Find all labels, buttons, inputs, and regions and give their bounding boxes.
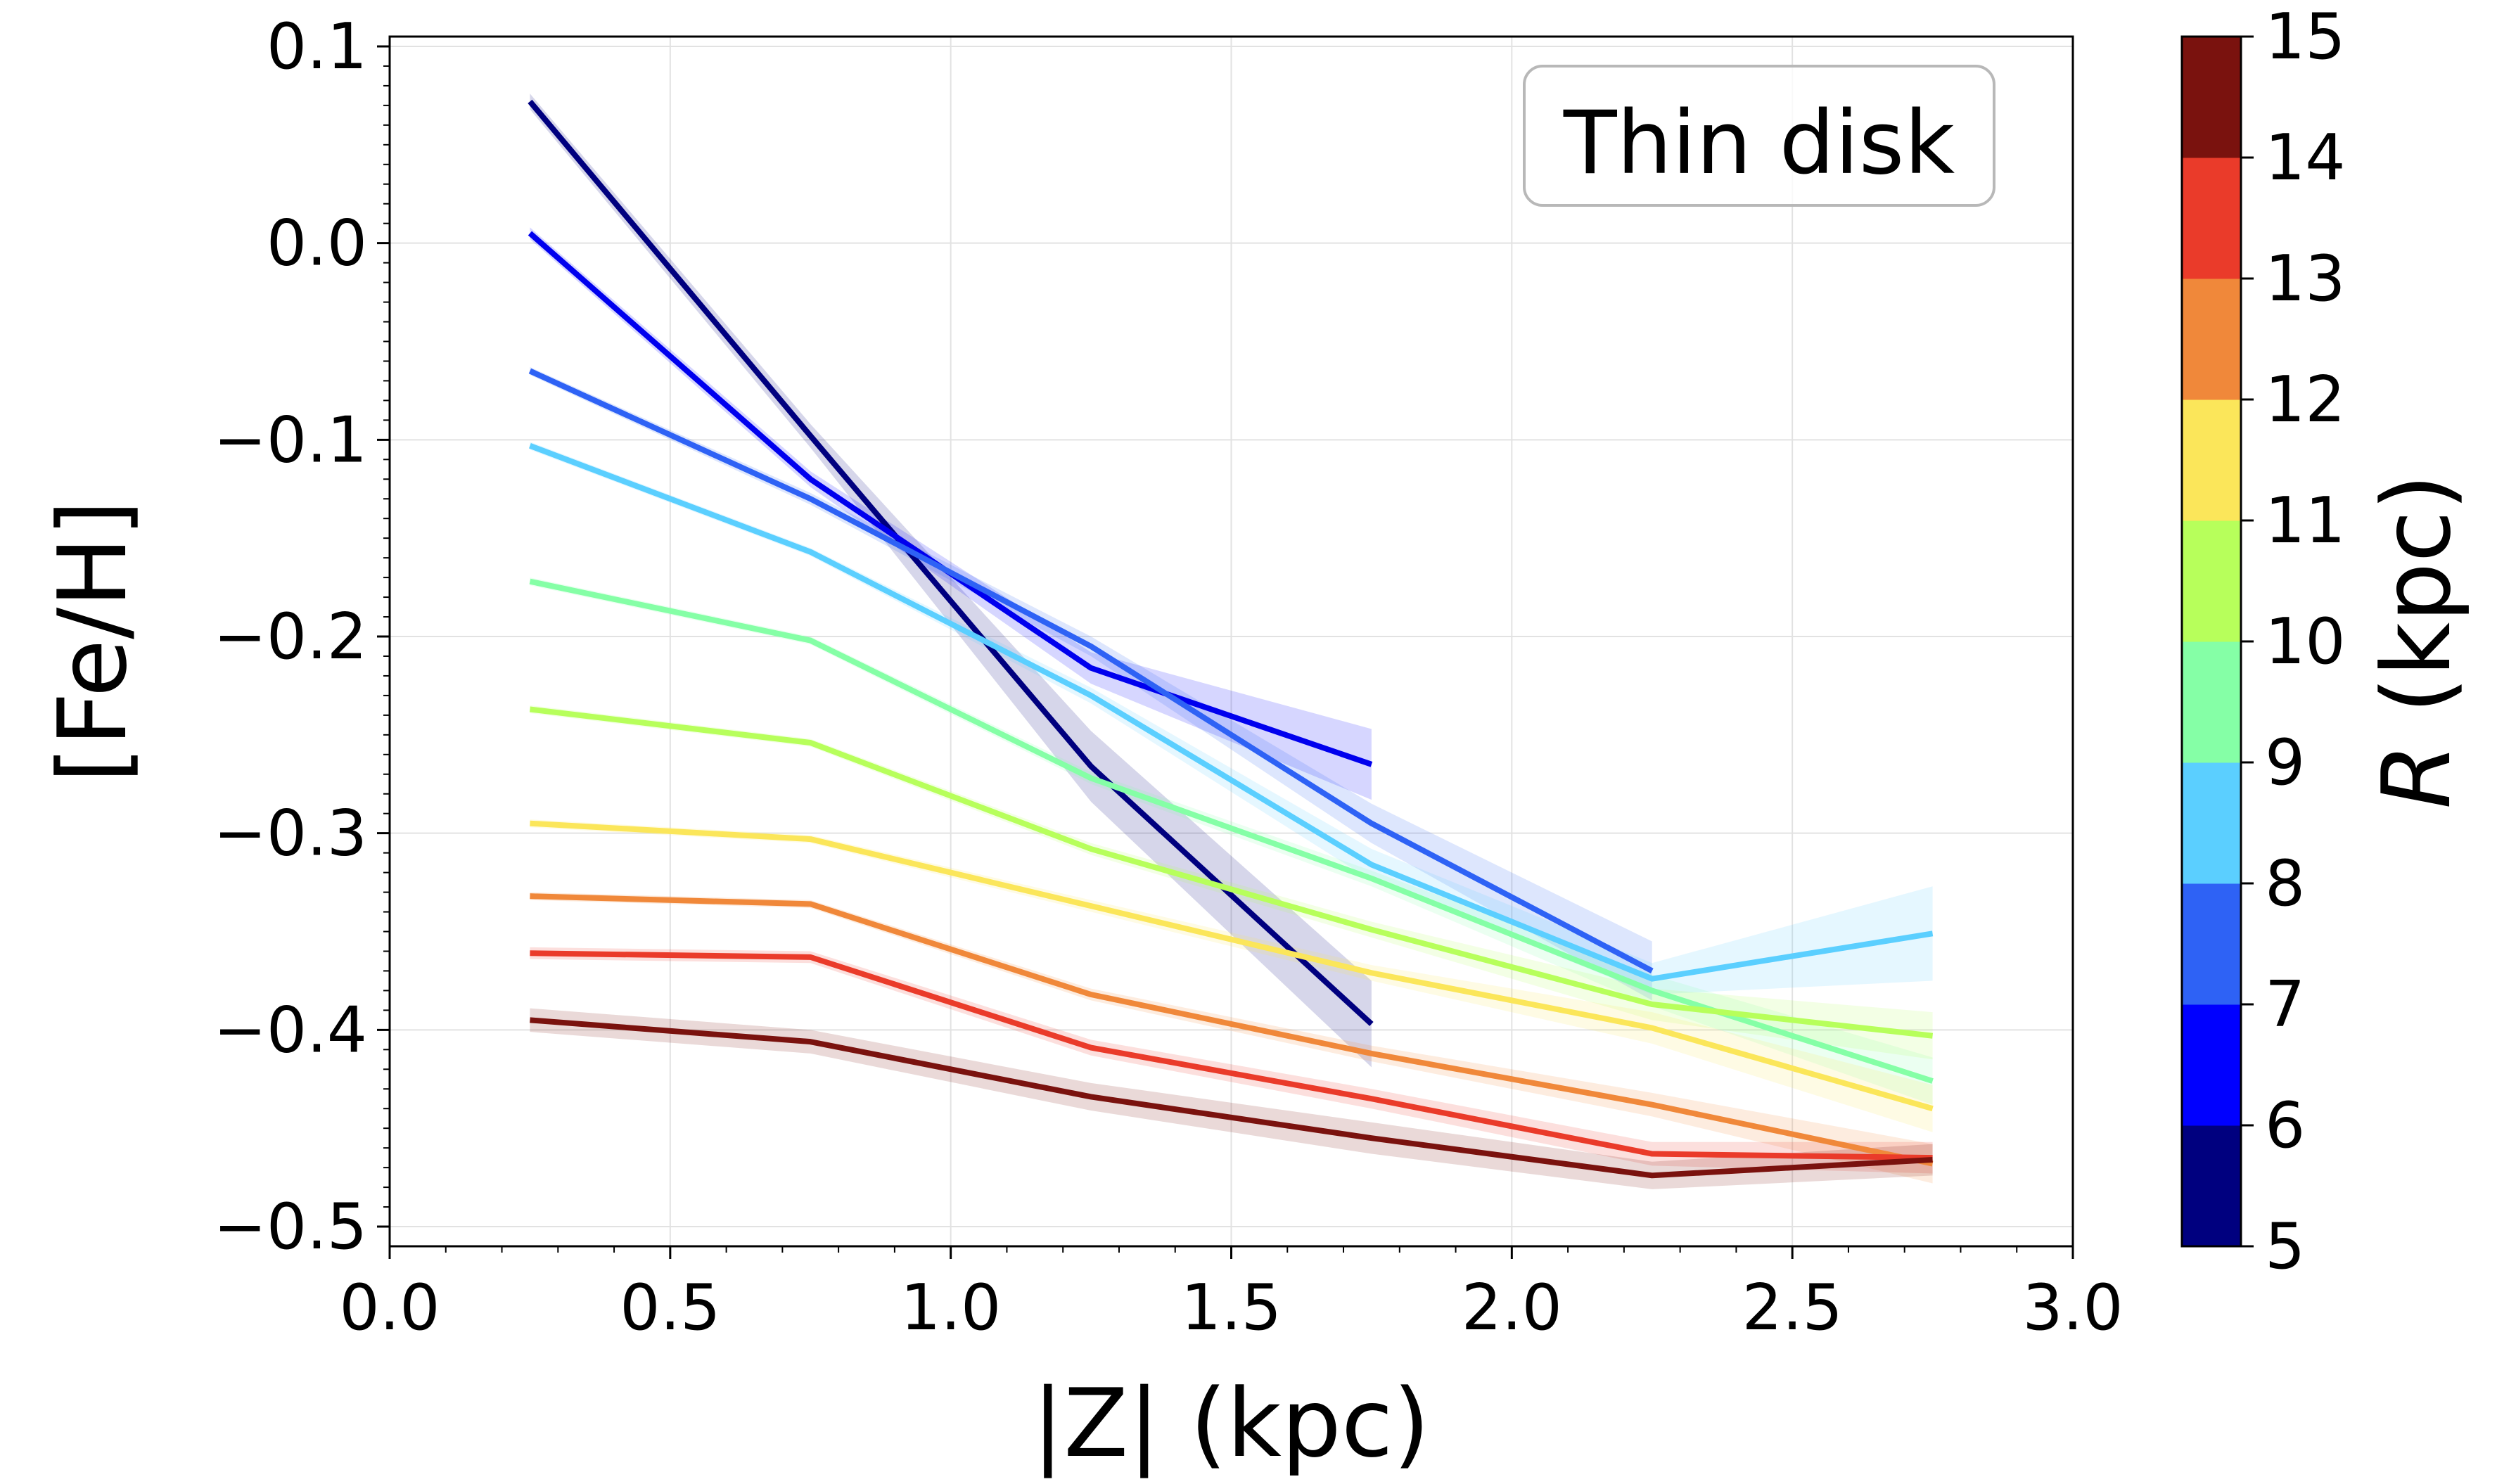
series-lines [528,99,1934,1179]
colorbar-segment [2182,37,2241,158]
x-tick-label: 0.0 [339,1271,440,1345]
axis-ticks: 0.0 0.5 1.0 1.5 2.0 2.5 3.0 0.1 0.0 −0.1 −0.2 −0.3 −… [213,10,2123,1345]
colorbar-tick-label: 9 [2265,726,2305,800]
x-tick-label: 3.0 [2022,1271,2123,1345]
line-series-1 [528,99,1374,1026]
y-tick-label: −0.1 [213,403,367,477]
colorbar-tick-label: 13 [2265,242,2346,316]
band-series-1 [530,94,1372,1068]
colorbar-label-symbol: R [2362,743,2472,809]
band-series-3 [530,366,1652,1001]
x-tick-label: 1.0 [900,1271,1001,1345]
line-series-3 [528,368,1654,973]
colorbar [2182,37,2241,1247]
colorbar-segment [2182,399,2241,521]
y-tick-label: −0.2 [213,600,367,674]
band-series-2 [530,227,1372,800]
x-tick-label: 2.0 [1462,1271,1562,1345]
band-series-5 [530,577,1933,1105]
y-tick-label: −0.4 [213,993,367,1067]
colorbar-segment [2182,279,2241,400]
y-tick-label: −0.5 [213,1190,367,1264]
colorbar-label: R (kpc) [2362,474,2472,810]
band-series-6 [530,705,1933,1060]
y-axis-label: [Fe/H] [38,500,148,783]
colorbar-segment [2182,641,2241,763]
colorbar-tick-label: 7 [2265,968,2305,1042]
colorbar-tick-label: 5 [2265,1210,2305,1284]
colorbar-segment [2182,520,2241,642]
colorbar-tick-label: 12 [2265,363,2346,437]
colorbar-ticks: 5 6 7 8 9 10 11 12 13 14 15 [2241,0,2346,1284]
annotation-box: Thin disk [1523,65,1995,207]
colorbar-tick-label: 14 [2265,121,2346,195]
x-tick-label: 2.5 [1742,1271,1843,1345]
x-tick-label: 1.5 [1181,1271,1282,1345]
colorbar-segment [2182,1125,2241,1247]
colorbar-segment [2182,158,2241,279]
line-series-5 [529,578,1934,1084]
colorbar-tick-label: 15 [2265,0,2346,74]
y-tick-label: 0.1 [267,10,367,84]
line-series-4 [529,442,1934,982]
colorbar-segment [2182,762,2241,884]
annotation-text: Thin disk [1563,93,1955,194]
line-series-8 [530,893,1934,1167]
x-tick-label: 0.5 [620,1271,720,1345]
colorbar-tick-label: 10 [2265,605,2346,679]
x-axis-label: |Z| (kpc) [1032,1369,1430,1478]
annotation-frame [1523,65,1995,207]
band-series-9 [530,947,1933,1174]
colorbar-segment [2182,1004,2241,1126]
line-series-7 [530,820,1934,1112]
y-tick-label: 0.0 [267,207,367,281]
line-series-6 [529,706,1934,1039]
colorbar-label-units: (kpc) [2362,474,2472,743]
colorbar-tick-label: 11 [2265,484,2346,558]
colorbar-tick-label: 6 [2265,1089,2305,1163]
line-series-9 [530,950,1933,1161]
y-tick-label: −0.3 [213,797,367,871]
colorbar-segment [2182,883,2241,1005]
colorbar-tick-label: 8 [2265,847,2305,921]
line-series-10 [530,1017,1933,1179]
